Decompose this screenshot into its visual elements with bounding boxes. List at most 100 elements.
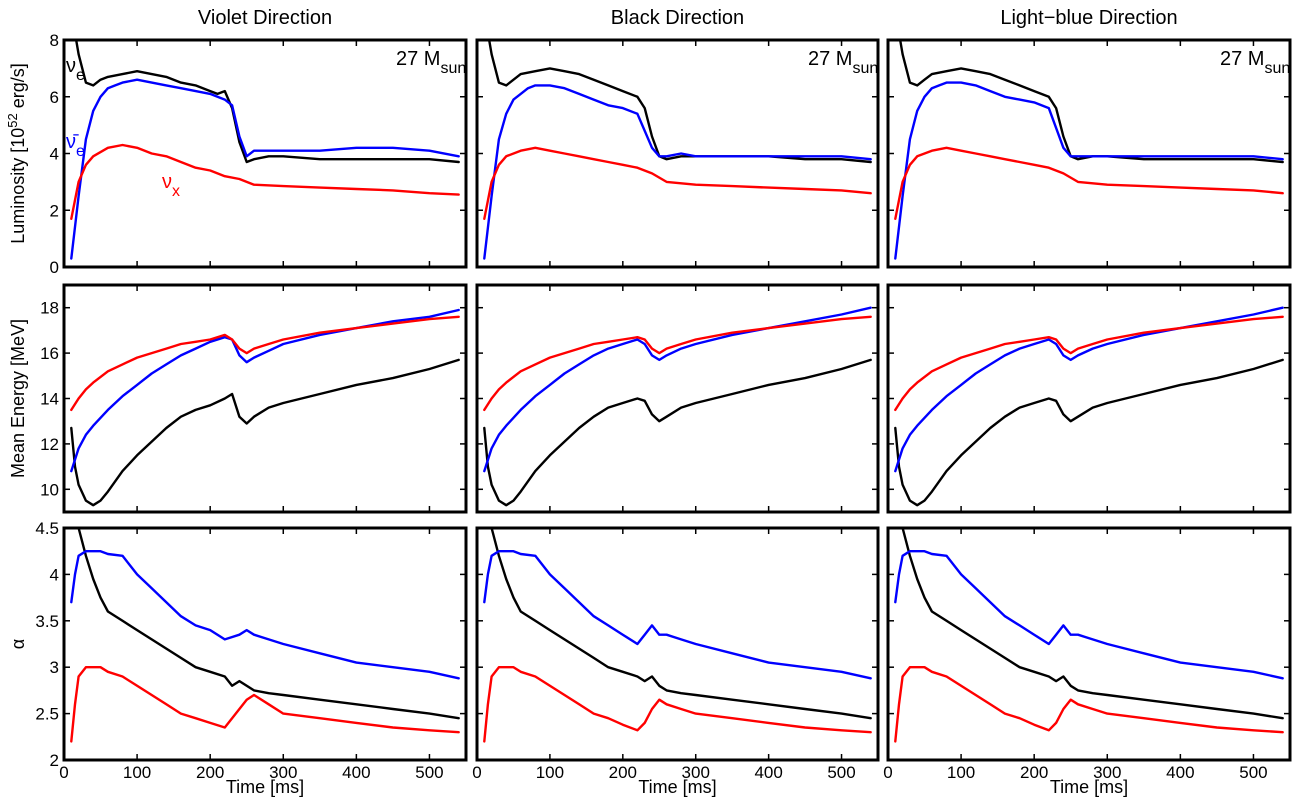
- x-tick-label: 200: [609, 763, 637, 782]
- mass-annotation: 27 Msun: [396, 48, 466, 77]
- series-label-nubar_e: ν̄e: [66, 131, 85, 160]
- y-tick-label: 12: [40, 435, 59, 454]
- series-group: [70, 40, 460, 260]
- series-line-nu_e: [77, 528, 460, 720]
- plot-frame: [475, 526, 880, 762]
- series-group: [483, 528, 872, 743]
- x-tick-label: 400: [754, 763, 782, 782]
- x-tick-label: 300: [1093, 763, 1121, 782]
- x-tick-label: 400: [342, 763, 370, 782]
- panel-luminosity-0: 0 2 4 6 8 27 Msun: [50, 31, 468, 277]
- series-group: [894, 528, 1284, 743]
- panel-luminosity-1: 27 Msun: [475, 38, 880, 269]
- y-axis-label-mean_energy: Mean Energy [MeV]: [8, 319, 28, 478]
- series-line-nu_x: [70, 666, 460, 743]
- y-tick-label: 6: [50, 88, 59, 107]
- x-axis-label: Time [ms]: [1050, 777, 1128, 797]
- x-tick-label: 500: [827, 763, 855, 782]
- series-line-nu_e: [898, 40, 1284, 164]
- y-tick-label: 4: [50, 565, 59, 584]
- column-titles: Violet Direction Black Direction Light−blu…: [198, 7, 1178, 29]
- series-line-nubar_e: [70, 308, 460, 473]
- x-tick-label: 100: [123, 763, 151, 782]
- series-line-nu_e: [894, 358, 1284, 507]
- panel-alpha-2: 0 100 200 300 400 500 Time [ms]: [883, 526, 1292, 797]
- series-group: [894, 40, 1284, 260]
- x-tick-label: 100: [536, 763, 564, 782]
- x-axis-label: Time [ms]: [226, 777, 304, 797]
- series-label-nu_x: νx: [162, 171, 180, 200]
- series-line-nu_x: [483, 146, 872, 221]
- panel-mean_energy-2: [886, 283, 1292, 514]
- y-tick-label: 4.5: [35, 519, 59, 538]
- panel-mean_energy-1: [475, 283, 880, 514]
- panel-alpha-0: 2 2.5 3 3.5 4 4.5 0 100 200 300 400 500 Time [ms]: [35, 519, 468, 797]
- y-tick-label: 0: [50, 258, 59, 277]
- y-tick-label: 4: [50, 145, 59, 164]
- series-line-nu_e: [483, 358, 872, 507]
- series-line-nu_e: [70, 358, 460, 507]
- x-tick-label: 300: [682, 763, 710, 782]
- x-tick-label: 400: [1166, 763, 1194, 782]
- series-line-nubar_e: [483, 306, 872, 473]
- series-line-nu_x: [483, 666, 872, 743]
- plot-frame: [886, 38, 1292, 269]
- series-line-nu_x: [894, 146, 1284, 221]
- y-tick-label: 2: [50, 751, 59, 770]
- y-tick-label: 16: [40, 344, 59, 363]
- y-tick-label: 3.5: [35, 612, 59, 631]
- y-tick-label: 2.5: [35, 705, 59, 724]
- series-line-nubar_e: [483, 84, 872, 260]
- series-line-nu_e: [487, 40, 872, 164]
- x-tick-label: 300: [269, 763, 297, 782]
- panel-luminosity-2: 27 Msun: [886, 38, 1292, 269]
- series-group: [483, 40, 872, 260]
- series-label-nu_e: νe: [66, 55, 85, 84]
- series-line-nu_x: [483, 315, 872, 412]
- column-title-0: Violet Direction: [198, 7, 332, 29]
- x-tick-label: 500: [1239, 763, 1267, 782]
- series-line-nu_e: [901, 528, 1284, 720]
- series-group: [894, 306, 1284, 507]
- mass-annotation: 27 Msun: [1220, 48, 1290, 77]
- series-line-nubar_e: [483, 550, 872, 680]
- x-tick-label: 100: [947, 763, 975, 782]
- series-line-nubar_e: [894, 550, 1284, 680]
- y-axis-label-alpha: α: [8, 639, 28, 649]
- y-tick-label: 14: [40, 390, 59, 409]
- series-group: [483, 306, 872, 507]
- x-tick-label: 0: [883, 763, 892, 782]
- series-line-nu_x: [70, 143, 460, 221]
- plot-frame: [886, 526, 1292, 762]
- series-line-nu_x: [70, 315, 460, 412]
- series-line-nubar_e: [70, 78, 460, 260]
- row-y-labels: Luminosity [1052 erg/s] Mean Energy [MeV]…: [5, 63, 28, 649]
- series-group: [70, 528, 460, 743]
- y-tick-label: 18: [40, 299, 59, 318]
- series-group: [70, 308, 460, 507]
- panel-alpha-1: 0 100 200 300 400 500 Time [ms]: [472, 526, 880, 797]
- y-tick-label: 3: [50, 658, 59, 677]
- series-line-nu_x: [894, 315, 1284, 412]
- series-line-nubar_e: [894, 81, 1284, 260]
- x-tick-label: 200: [1020, 763, 1048, 782]
- plot-frame: [62, 526, 468, 762]
- x-tick-label: 0: [472, 763, 481, 782]
- x-tick-label: 500: [415, 763, 443, 782]
- y-axis-label-luminosity: Luminosity [1052 erg/s]: [5, 63, 28, 244]
- series-line-nu_x: [894, 666, 1284, 743]
- x-axis-label: Time [ms]: [638, 777, 716, 797]
- y-tick-label: 8: [50, 31, 59, 50]
- series-line-nu_e: [490, 528, 872, 720]
- series-line-nubar_e: [70, 550, 460, 680]
- mass-annotation: 27 Msun: [808, 48, 878, 77]
- x-tick-label: 0: [59, 763, 68, 782]
- x-tick-label: 200: [196, 763, 224, 782]
- y-tick-label: 10: [40, 480, 59, 499]
- column-title-1: Black Direction: [611, 7, 744, 29]
- column-title-2: Light−blue Direction: [1000, 7, 1177, 29]
- panel-mean_energy-0: 10 12 14 16 18: [40, 283, 468, 514]
- series-line-nu_e: [74, 40, 460, 164]
